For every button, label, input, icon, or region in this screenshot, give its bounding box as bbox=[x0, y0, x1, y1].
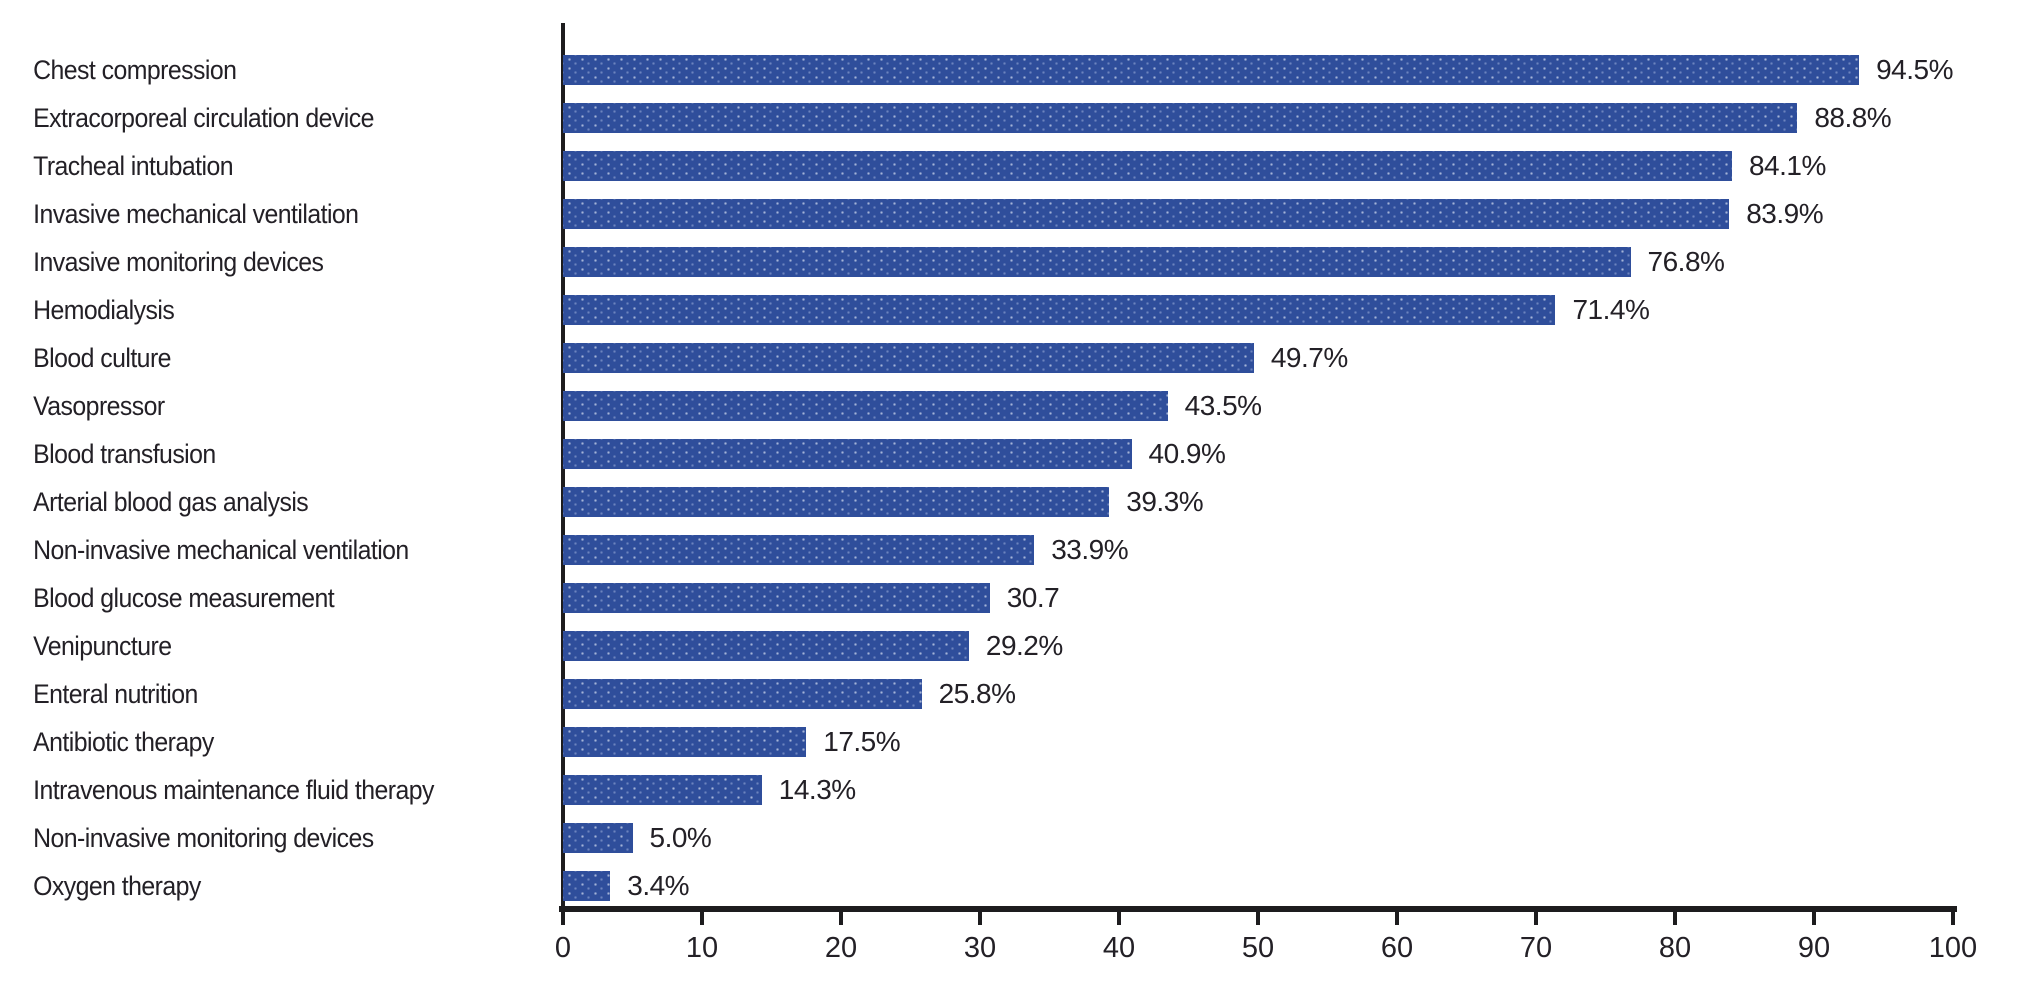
bar-row: 94.5% bbox=[563, 46, 1953, 94]
bar-value-label: 49.7% bbox=[1270, 342, 1348, 373]
x-axis-tick-label: 60 bbox=[1380, 932, 1414, 964]
bar-value-label: 40.9% bbox=[1148, 438, 1226, 469]
bar-row: 49.7% bbox=[563, 334, 1953, 382]
x-axis-tick-mark bbox=[1395, 912, 1399, 925]
x-axis-tick-label: 80 bbox=[1658, 932, 1692, 964]
x-axis-tick-label: 20 bbox=[824, 932, 858, 964]
x-axis-tick-label: 10 bbox=[685, 932, 719, 964]
bar bbox=[563, 343, 1254, 373]
bar-row: 88.8% bbox=[563, 94, 1953, 142]
bar-row: 33.9% bbox=[563, 526, 1953, 574]
category-label: Chest compression bbox=[33, 54, 237, 85]
category-label: Non-invasive mechanical ventilation bbox=[33, 534, 409, 565]
bar-value-label: 25.8% bbox=[938, 678, 1016, 709]
category-label: Non-invasive monitoring devices bbox=[33, 822, 374, 853]
bar bbox=[563, 391, 1168, 421]
x-axis-tick-mark bbox=[1951, 912, 1955, 925]
x-axis-tick-mark bbox=[700, 912, 704, 925]
bar-row: 30.7 bbox=[563, 574, 1953, 622]
category-label: Blood glucose measurement bbox=[33, 582, 335, 613]
x-axis-tick-mark bbox=[1534, 912, 1538, 925]
bar-value-label: 94.5% bbox=[1876, 54, 1953, 85]
bar-value-label: 17.5% bbox=[823, 726, 901, 757]
category-label: Venipuncture bbox=[33, 630, 172, 661]
bar-value-label: 83.9% bbox=[1746, 198, 1824, 229]
x-axis-tick-mark bbox=[1812, 912, 1816, 925]
bar-row: 84.1% bbox=[563, 142, 1953, 190]
category-label: Blood culture bbox=[33, 342, 171, 373]
x-axis-tick-label: 50 bbox=[1241, 932, 1275, 964]
bar bbox=[563, 487, 1110, 517]
bar bbox=[563, 439, 1132, 469]
bar-value-label: 39.3% bbox=[1126, 486, 1204, 517]
bar bbox=[563, 103, 1798, 133]
bar bbox=[563, 247, 1631, 277]
x-axis-tick-label: 0 bbox=[554, 932, 572, 964]
bar-value-label: 29.2% bbox=[985, 630, 1063, 661]
bar-row: 25.8% bbox=[563, 670, 1953, 718]
bars-container: 94.5% 88.8% 84.1% 83.9% 76.8% 71.4% 49.7% 43.5%… bbox=[563, 23, 1953, 910]
x-axis-tick-label: 100 bbox=[1928, 932, 1978, 964]
plot-area: 94.5% 88.8% 84.1% 83.9% 76.8% 71.4% 49.7% 43.5%… bbox=[555, 23, 1977, 964]
bar bbox=[563, 583, 990, 613]
bar-row: 83.9% bbox=[563, 190, 1953, 238]
bar-value-label: 84.1% bbox=[1748, 150, 1826, 181]
bar-row: 5.0% bbox=[563, 814, 1953, 862]
bar bbox=[563, 55, 1860, 85]
bar bbox=[563, 295, 1556, 325]
x-axis-tick-mark bbox=[561, 912, 565, 925]
bar-row: 39.3% bbox=[563, 478, 1953, 526]
bar-row: 29.2% bbox=[563, 622, 1953, 670]
x-axis-tick-mark bbox=[1117, 912, 1121, 925]
bar bbox=[563, 679, 922, 709]
bar bbox=[563, 871, 611, 901]
x-axis-tick-label: 30 bbox=[963, 932, 997, 964]
x-axis-tick-mark bbox=[839, 912, 843, 925]
bar bbox=[563, 151, 1732, 181]
x-axis-tick-mark bbox=[978, 912, 982, 925]
category-label: Blood transfusion bbox=[33, 438, 216, 469]
category-label: Antibiotic therapy bbox=[33, 726, 214, 757]
x-axis-tick-label: 40 bbox=[1102, 932, 1136, 964]
bar-value-label: 76.8% bbox=[1647, 246, 1725, 277]
bar bbox=[563, 631, 969, 661]
category-label: Intravenous maintenance fluid therapy bbox=[33, 774, 434, 805]
bar-row: 40.9% bbox=[563, 430, 1953, 478]
bar-row: 71.4% bbox=[563, 286, 1953, 334]
category-label: Invasive mechanical ventilation bbox=[33, 198, 359, 229]
x-axis-tick-label: 70 bbox=[1519, 932, 1553, 964]
category-label: Arterial blood gas analysis bbox=[33, 486, 309, 517]
category-label: Oxygen therapy bbox=[33, 870, 201, 901]
category-label-column: Chest compression Extracorporeal circulat… bbox=[0, 23, 555, 910]
bar bbox=[563, 535, 1035, 565]
bar bbox=[563, 823, 633, 853]
category-label: Hemodialysis bbox=[33, 294, 175, 325]
bar-value-label: 88.8% bbox=[1814, 102, 1892, 133]
category-label: Vasopressor bbox=[33, 390, 165, 421]
bar-value-label: 30.7 bbox=[1006, 582, 1060, 613]
category-label: Invasive monitoring devices bbox=[33, 246, 324, 277]
bar-value-label: 33.9% bbox=[1051, 534, 1129, 565]
bar-value-label: 43.5% bbox=[1184, 390, 1262, 421]
bar bbox=[563, 727, 807, 757]
bar-row: 43.5% bbox=[563, 382, 1953, 430]
bar-value-label: 5.0% bbox=[649, 822, 712, 853]
bar-row: 17.5% bbox=[563, 718, 1953, 766]
bar-row: 76.8% bbox=[563, 238, 1953, 286]
bar-row: 3.4% bbox=[563, 862, 1953, 910]
bar bbox=[563, 199, 1730, 229]
x-axis-tick-label: 90 bbox=[1797, 932, 1831, 964]
bar-row: 14.3% bbox=[563, 766, 1953, 814]
category-label: Tracheal intubation bbox=[33, 150, 233, 181]
bar-value-label: 14.3% bbox=[778, 774, 856, 805]
bar-value-label: 71.4% bbox=[1572, 294, 1650, 325]
x-axis-tick-mark bbox=[1673, 912, 1677, 925]
bar-value-label: 3.4% bbox=[627, 870, 690, 901]
bar bbox=[563, 775, 762, 805]
x-axis-line bbox=[559, 906, 1957, 912]
category-label: Enteral nutrition bbox=[33, 678, 198, 709]
category-label: Extracorporeal circulation device bbox=[33, 102, 374, 133]
x-axis-tick-mark bbox=[1256, 912, 1260, 925]
